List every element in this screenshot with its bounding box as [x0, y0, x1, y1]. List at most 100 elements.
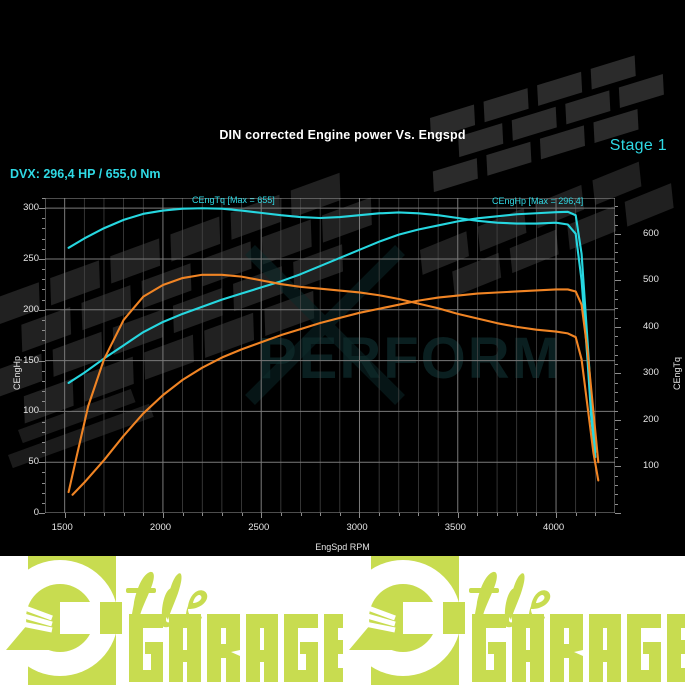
stage-badge: Stage 1: [609, 137, 667, 154]
axis-tick-mark: [615, 401, 618, 403]
chart-panel: PERFORM DIN corrected Engine power Vs. E…: [0, 55, 685, 556]
axis-tick-mark: [241, 513, 243, 516]
axis-tick-mark: [42, 330, 45, 332]
axis-tick-mark: [221, 513, 223, 516]
axis-tick-mark: [42, 218, 45, 220]
y-tick-label-right: 500: [643, 274, 659, 286]
axis-tick-mark: [42, 198, 45, 199]
plot-area: [45, 198, 615, 513]
axis-tick-mark: [42, 482, 45, 484]
axis-tick-mark: [42, 370, 45, 372]
axis-tick-mark: [39, 309, 45, 311]
axis-tick-mark: [497, 513, 499, 516]
x-tick-label: 1500: [51, 522, 73, 533]
axis-tick-mark: [42, 248, 45, 250]
axis-tick-mark: [615, 392, 618, 394]
axis-tick-mark: [42, 238, 45, 240]
plot-wrapper: CEngHp CEngTq 0 50 100 150 200 250 300 100 200 3…: [0, 190, 685, 556]
axis-tick-mark: [42, 228, 45, 230]
axis-tick-mark: [182, 513, 184, 516]
axis-tick-mark: [84, 513, 86, 516]
y-tick-label: 0: [33, 507, 39, 518]
axis-tick-mark: [39, 462, 45, 464]
axis-tick-mark: [615, 345, 618, 347]
axis-tick-mark: [162, 513, 164, 518]
axis-tick-mark: [39, 360, 45, 362]
y-tick-label: 300: [23, 202, 39, 214]
x-tick-label: 4000: [543, 522, 565, 533]
axis-tick-mark: [42, 492, 45, 494]
axis-tick-mark: [575, 513, 577, 516]
axis-tick-mark: [536, 513, 538, 516]
axis-tick-mark: [398, 513, 400, 516]
axis-tick-mark: [615, 457, 618, 459]
y-tick-label-right: 300: [643, 367, 659, 379]
x-tick-label: 3500: [444, 522, 466, 533]
axis-tick-mark: [595, 513, 597, 516]
axis-tick-mark: [615, 503, 618, 505]
axis-tick-mark: [42, 340, 45, 342]
axis-tick-mark: [615, 224, 618, 226]
x-tick-label: 2500: [248, 522, 270, 533]
axis-tick-mark: [615, 494, 618, 496]
axis-tick-mark: [42, 289, 45, 291]
axis-tick-mark: [42, 269, 45, 271]
axis-tick-mark: [615, 485, 618, 487]
series-line-cengtq-tuned: [67, 207, 597, 459]
y-tick-label: 150: [23, 354, 39, 366]
axis-tick-mark: [379, 513, 381, 516]
axis-tick-mark: [516, 513, 518, 516]
garage-logo-banner: [0, 556, 685, 685]
axis-tick-mark: [615, 317, 618, 319]
axis-tick-mark: [42, 279, 45, 281]
y-tick-label: 50: [28, 456, 39, 468]
axis-tick-mark: [615, 280, 621, 282]
axis-tick-mark: [42, 452, 45, 454]
x-tick-label: 2000: [149, 522, 172, 533]
left-axis-title: CEngHp: [12, 355, 22, 390]
page-title: DIN corrected Engine power Vs. Engspd: [219, 128, 466, 142]
axis-tick-mark: [42, 391, 45, 393]
y-tick-label-right: 600: [643, 227, 659, 239]
axis-tick-mark: [615, 419, 621, 421]
axis-tick-mark: [615, 271, 618, 273]
axis-tick-mark: [615, 466, 621, 468]
axis-tick-mark: [42, 350, 45, 352]
axis-tick-mark: [359, 513, 361, 518]
axis-tick-mark: [615, 308, 618, 310]
axis-tick-mark: [42, 319, 45, 321]
axis-tick-mark: [42, 431, 45, 433]
garage-logo: [0, 556, 343, 685]
axis-tick-mark: [615, 354, 618, 356]
axis-tick-mark: [42, 502, 45, 504]
axis-tick-mark: [615, 364, 618, 366]
axis-tick-mark: [457, 513, 459, 518]
axis-tick-mark: [39, 258, 45, 260]
right-axis-title: CEngTq: [672, 356, 682, 390]
axis-tick-mark: [615, 475, 618, 477]
axis-tick-mark: [615, 447, 618, 449]
torque-series-tag: CEngTq [Max = 655]: [192, 195, 275, 205]
axis-tick-mark: [615, 429, 618, 431]
y-tick-label-right: 200: [643, 413, 659, 425]
axis-tick-mark: [42, 380, 45, 382]
series-line-cenghp-stock: [71, 288, 600, 496]
axis-tick-mark: [42, 472, 45, 474]
axis-tick-mark: [438, 513, 440, 516]
axis-tick-mark: [615, 252, 618, 254]
axis-tick-mark: [39, 208, 45, 210]
series-line-cenghp-tuned: [67, 210, 597, 454]
axis-tick-mark: [123, 513, 125, 516]
dvx-summary: DVX: 296,4 HP / 655,0 Nm: [10, 167, 161, 181]
axis-tick-mark: [615, 373, 621, 375]
axis-tick-mark: [42, 421, 45, 423]
axis-tick-mark: [42, 299, 45, 301]
axis-tick-mark: [615, 261, 618, 263]
axis-tick-mark: [202, 513, 204, 516]
y-tick-label: 100: [23, 405, 39, 417]
axis-tick-mark: [42, 401, 45, 403]
axis-tick-mark: [615, 513, 621, 514]
axis-tick-mark: [280, 513, 282, 516]
axis-tick-mark: [39, 513, 45, 514]
